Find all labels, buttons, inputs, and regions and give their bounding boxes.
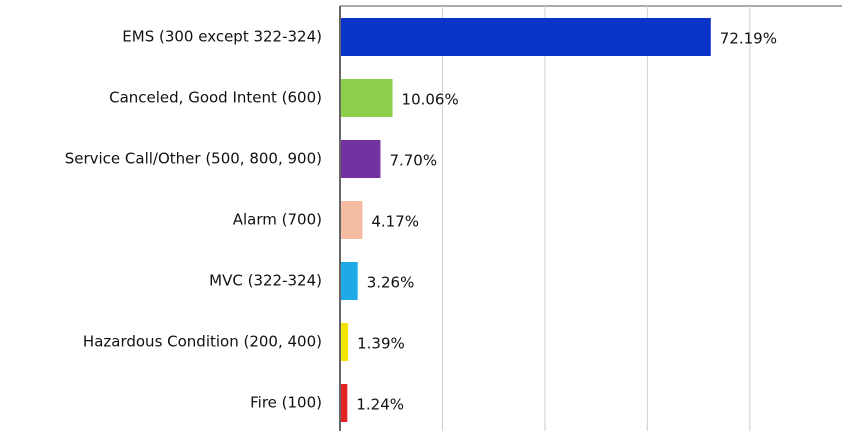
bar: [341, 79, 393, 117]
value-label: 72.19%: [720, 30, 777, 48]
value-label: 3.26%: [367, 274, 415, 292]
y-tick-label: Fire (100): [250, 394, 322, 412]
value-label: 4.17%: [371, 213, 419, 231]
bar: [341, 323, 349, 361]
value-label: 1.24%: [356, 396, 404, 414]
value-label: 1.39%: [357, 335, 405, 353]
bar: [341, 140, 381, 178]
value-label: 10.06%: [402, 91, 459, 109]
y-tick-label: EMS (300 except 322-324): [122, 28, 322, 46]
y-tick-label: Hazardous Condition (200, 400): [83, 333, 322, 351]
y-tick-label: Canceled, Good Intent (600): [109, 89, 322, 107]
bar: [341, 262, 358, 300]
bar: [341, 18, 711, 56]
y-tick-label: Service Call/Other (500, 800, 900): [65, 150, 322, 168]
y-tick-label: Alarm (700): [233, 211, 322, 229]
bar: [341, 201, 363, 239]
y-tick-label: MVC (322-324): [209, 272, 322, 290]
bar: [341, 384, 348, 422]
value-label: 7.70%: [389, 152, 437, 170]
